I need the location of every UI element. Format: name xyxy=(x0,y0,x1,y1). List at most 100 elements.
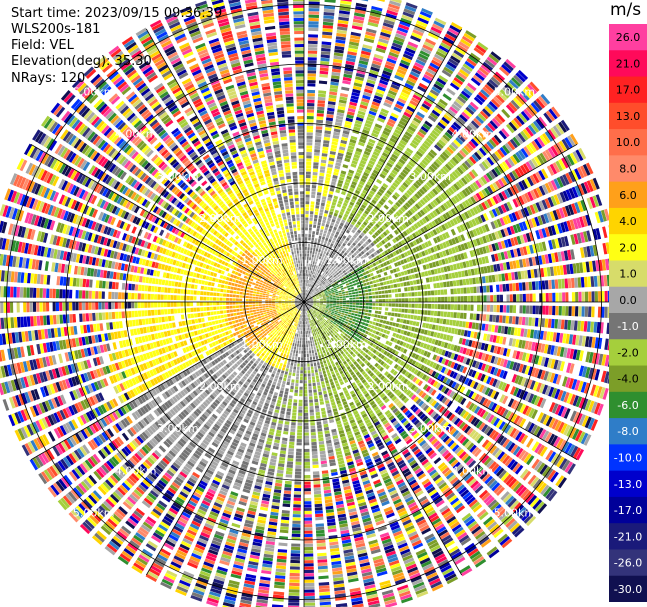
velocity-gate xyxy=(313,221,317,225)
velocity-gate xyxy=(372,0,385,6)
velocity-gate xyxy=(378,291,382,295)
velocity-gate xyxy=(270,209,275,214)
velocity-gate xyxy=(319,70,329,75)
velocity-gate xyxy=(296,247,299,251)
velocity-gate xyxy=(332,237,337,241)
velocity-gate xyxy=(222,107,231,113)
velocity-gate xyxy=(379,227,384,233)
velocity-gate xyxy=(372,240,378,245)
velocity-gate xyxy=(496,165,504,174)
velocity-gate xyxy=(389,197,396,203)
velocity-gate xyxy=(580,165,588,177)
velocity-gate xyxy=(205,28,217,35)
velocity-gate xyxy=(360,0,369,2)
velocity-gate xyxy=(294,191,299,195)
velocity-gate xyxy=(351,92,360,97)
velocity-gate xyxy=(529,174,537,185)
velocity-gate xyxy=(307,247,310,251)
velocity-gate xyxy=(398,241,403,247)
velocity-gate xyxy=(339,173,346,178)
velocity-gate xyxy=(431,86,441,94)
velocity-gate xyxy=(318,263,322,267)
velocity-gate xyxy=(290,258,294,262)
velocity-gate xyxy=(375,145,383,151)
velocity-gate xyxy=(214,88,224,95)
velocity-gate xyxy=(299,276,301,280)
velocity-gate xyxy=(464,60,475,70)
velocity-gate xyxy=(506,201,513,211)
velocity-gate xyxy=(484,124,494,134)
velocity-gate xyxy=(401,223,407,230)
velocity-gate xyxy=(567,235,573,246)
velocity-gate xyxy=(389,259,394,264)
velocity-gate xyxy=(348,142,356,147)
velocity-gate xyxy=(525,245,531,255)
velocity-gate xyxy=(321,261,325,265)
velocity-gate xyxy=(333,288,338,291)
velocity-gate xyxy=(367,113,376,119)
velocity-gate xyxy=(502,284,507,292)
velocity-gate xyxy=(569,133,579,146)
velocity-gate xyxy=(280,136,287,141)
velocity-gate xyxy=(281,212,286,217)
velocity-gate xyxy=(306,155,312,159)
velocity-gate xyxy=(308,8,320,12)
velocity-gate xyxy=(396,68,407,76)
velocity-gate xyxy=(297,119,304,123)
velocity-gate xyxy=(279,203,284,208)
velocity-gate xyxy=(283,195,288,200)
velocity-gate xyxy=(531,217,537,228)
velocity-gate xyxy=(229,56,239,62)
velocity-gate xyxy=(411,139,420,146)
velocity-gate xyxy=(373,271,377,276)
velocity-gate xyxy=(390,112,399,119)
velocity-gate xyxy=(281,226,285,231)
velocity-gate xyxy=(524,86,535,97)
velocity-gate xyxy=(401,56,412,64)
velocity-gate xyxy=(388,187,395,193)
velocity-gate xyxy=(409,241,415,248)
velocity-gate xyxy=(326,299,330,301)
velocity-gate xyxy=(535,230,541,240)
velocity-gate xyxy=(331,267,335,271)
velocity-gate xyxy=(316,255,319,259)
velocity-gate xyxy=(427,135,436,142)
velocity-gate xyxy=(483,200,491,209)
velocity-gate xyxy=(555,160,563,172)
velocity-gate xyxy=(572,263,577,274)
velocity-gate xyxy=(253,100,262,106)
velocity-gate xyxy=(360,250,365,255)
velocity-gate xyxy=(334,276,338,280)
velocity-gate xyxy=(406,163,413,170)
velocity-gate xyxy=(540,268,545,278)
velocity-gate xyxy=(355,272,359,276)
velocity-gate xyxy=(293,260,296,265)
velocity-gate xyxy=(333,274,337,278)
velocity-gate xyxy=(323,273,327,277)
velocity-gate xyxy=(231,100,240,106)
velocity-gate xyxy=(435,104,445,112)
velocity-gate xyxy=(375,47,386,54)
velocity-gate xyxy=(478,163,487,172)
velocity-gate xyxy=(322,25,333,29)
velocity-gate xyxy=(480,129,489,138)
velocity-gate xyxy=(319,295,323,297)
velocity-gate xyxy=(306,142,313,146)
velocity-gate xyxy=(347,108,356,113)
velocity-gate xyxy=(357,165,364,171)
velocity-gate xyxy=(276,190,281,195)
velocity-gate xyxy=(393,229,399,235)
velocity-gate xyxy=(293,14,304,18)
velocity-gate xyxy=(346,175,352,181)
velocity-gate xyxy=(415,166,422,174)
velocity-gate xyxy=(384,180,391,186)
velocity-gate xyxy=(358,270,362,274)
velocity-gate xyxy=(404,221,410,228)
velocity-gate xyxy=(270,223,275,227)
velocity-gate xyxy=(362,129,370,135)
velocity-gate xyxy=(499,163,507,173)
velocity-gate xyxy=(498,130,507,140)
velocity-gate xyxy=(255,168,262,174)
velocity-gate xyxy=(343,73,353,79)
velocity-gate xyxy=(549,266,554,276)
